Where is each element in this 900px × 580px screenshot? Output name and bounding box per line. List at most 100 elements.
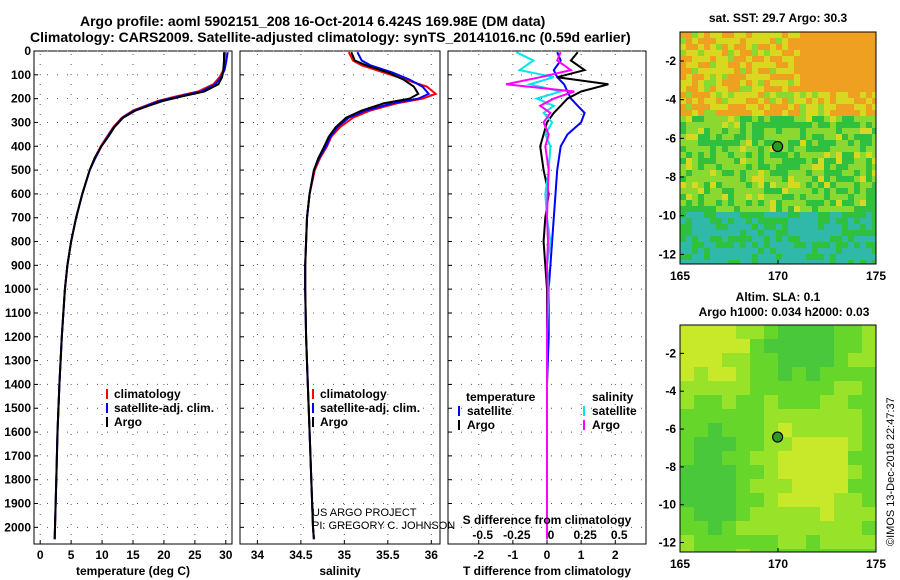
map-cell bbox=[736, 381, 750, 395]
map-cell bbox=[692, 92, 698, 98]
map-title: sat. SST: 29.7 Argo: 30.3 bbox=[709, 11, 848, 25]
map-cell bbox=[708, 465, 722, 479]
map-cell bbox=[758, 116, 764, 122]
map-cell bbox=[806, 176, 812, 182]
map-cell bbox=[788, 188, 794, 194]
map-cell bbox=[680, 230, 686, 236]
map-cell bbox=[704, 74, 710, 80]
map-cell bbox=[806, 170, 812, 176]
map-cell bbox=[704, 224, 710, 230]
map-cell bbox=[680, 521, 694, 535]
map-cell bbox=[848, 242, 854, 248]
map-cell bbox=[728, 188, 734, 194]
map-cell bbox=[740, 122, 746, 128]
map-cell bbox=[872, 50, 876, 56]
map-cell bbox=[794, 218, 800, 224]
map-cell bbox=[872, 140, 876, 146]
map-cell bbox=[686, 128, 692, 134]
map-cell bbox=[710, 248, 716, 254]
map-cell bbox=[716, 50, 722, 56]
map-cell bbox=[722, 98, 728, 104]
map-cell bbox=[824, 116, 830, 122]
map-cell bbox=[872, 98, 876, 104]
map-cell bbox=[734, 188, 740, 194]
map-cell bbox=[708, 395, 722, 409]
map-cell bbox=[728, 80, 734, 86]
map-cell bbox=[770, 194, 776, 200]
map-cell bbox=[836, 206, 842, 212]
map-cell bbox=[746, 158, 752, 164]
map-cell bbox=[862, 325, 876, 339]
map-cell bbox=[722, 535, 736, 549]
map-cell bbox=[770, 224, 776, 230]
map-cell bbox=[860, 242, 866, 248]
map-cell bbox=[834, 381, 848, 395]
map-cell bbox=[746, 50, 752, 56]
map-cell bbox=[716, 98, 722, 104]
map-cell bbox=[782, 134, 788, 140]
map-cell bbox=[854, 254, 860, 260]
map-cell bbox=[824, 80, 830, 86]
map-cell bbox=[800, 254, 806, 260]
map-cell bbox=[872, 74, 876, 80]
map-cell bbox=[806, 62, 812, 68]
map-cell bbox=[770, 260, 776, 264]
map-cell bbox=[722, 395, 736, 409]
map-cell bbox=[842, 170, 848, 176]
map-cell bbox=[722, 116, 728, 122]
map-cell bbox=[836, 224, 842, 230]
map-cell bbox=[710, 38, 716, 44]
map-cell bbox=[860, 194, 866, 200]
map-cell bbox=[854, 182, 860, 188]
map-cell bbox=[818, 188, 824, 194]
map-cell bbox=[782, 146, 788, 152]
map-cell bbox=[872, 86, 876, 92]
map-cell bbox=[764, 521, 778, 535]
map-cell bbox=[794, 104, 800, 110]
map-cell bbox=[752, 218, 758, 224]
map-cell bbox=[820, 451, 834, 465]
map-cell bbox=[698, 128, 704, 134]
map-cell bbox=[800, 140, 806, 146]
map-cell bbox=[698, 44, 704, 50]
map-cell bbox=[680, 92, 686, 98]
map-cell bbox=[698, 248, 704, 254]
map-cell bbox=[680, 110, 686, 116]
map-cell bbox=[710, 158, 716, 164]
map-cell bbox=[716, 182, 722, 188]
map-cell bbox=[686, 44, 692, 50]
y-tick-label: 1600 bbox=[4, 425, 31, 439]
map-cell bbox=[704, 164, 710, 170]
y-tick-label: 300 bbox=[11, 115, 31, 129]
map-cell bbox=[824, 260, 830, 264]
map-cell bbox=[848, 80, 854, 86]
map-cell bbox=[806, 230, 812, 236]
map-cell bbox=[776, 194, 782, 200]
map-cell bbox=[848, 230, 854, 236]
map-cell bbox=[728, 146, 734, 152]
map-cell bbox=[842, 62, 848, 68]
map-cell bbox=[824, 182, 830, 188]
map-cell bbox=[818, 200, 824, 206]
map-cell bbox=[800, 122, 806, 128]
map-cell bbox=[848, 325, 862, 339]
map-cell bbox=[704, 140, 710, 146]
map-cell bbox=[770, 188, 776, 194]
map-cell bbox=[708, 535, 722, 549]
map-cell bbox=[764, 134, 770, 140]
map-cell bbox=[728, 68, 734, 74]
map-cell bbox=[812, 182, 818, 188]
map-cell bbox=[834, 535, 848, 549]
map-cell bbox=[704, 134, 710, 140]
map-cell bbox=[776, 110, 782, 116]
map-cell bbox=[764, 140, 770, 146]
map-cell bbox=[728, 200, 734, 206]
map-cell bbox=[782, 122, 788, 128]
map-cell bbox=[818, 164, 824, 170]
map-cell bbox=[848, 367, 862, 381]
map-cell bbox=[862, 367, 876, 381]
map-cell bbox=[848, 507, 862, 521]
map-cell bbox=[800, 200, 806, 206]
map-cell bbox=[818, 74, 824, 80]
map-cell bbox=[752, 206, 758, 212]
